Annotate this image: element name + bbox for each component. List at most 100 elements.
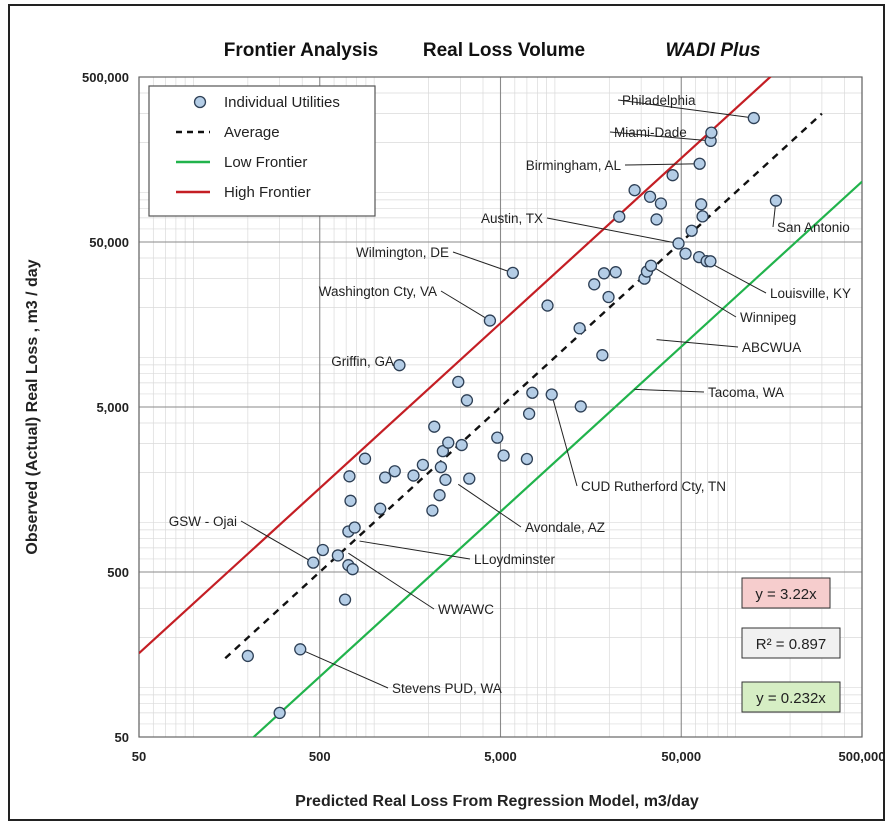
data-point <box>497 449 510 462</box>
annotation-leader <box>624 163 700 166</box>
equation-r2-text: R² = 0.897 <box>756 636 826 653</box>
data-point <box>331 549 345 562</box>
annotation-leader <box>706 260 767 294</box>
data-point <box>644 259 658 272</box>
data-point <box>346 563 359 576</box>
chart-title: Frontier Analysis <box>224 40 379 61</box>
data-point <box>545 388 558 401</box>
data-point <box>434 460 448 474</box>
x-tick-label: 500 <box>309 749 331 764</box>
data-point <box>294 643 307 656</box>
data-point <box>407 469 420 482</box>
annotation-leader <box>300 648 389 689</box>
annotation-label: Griffin, GA <box>331 354 394 369</box>
annotation-label: Birmingham, AL <box>526 158 622 173</box>
data-point <box>693 157 706 170</box>
data-point <box>520 452 534 466</box>
data-point <box>358 452 372 465</box>
data-point <box>597 267 611 280</box>
line-low-frontier <box>252 180 862 737</box>
y-tick-label: 500 <box>107 565 129 580</box>
equation-high: y = 3.22x <box>741 577 831 609</box>
line-high-frontier <box>139 77 772 655</box>
equation-low: y = 0.232x <box>741 681 841 713</box>
legend-entry-high-frontier: High Frontier <box>224 184 311 201</box>
annotation-leader <box>348 552 435 610</box>
equation-low-box <box>741 681 841 713</box>
data-point <box>316 543 329 557</box>
data-point <box>343 470 356 483</box>
legend-entry-utilities: Individual Utilities <box>224 94 340 111</box>
annotation-leader <box>634 388 705 393</box>
annotation-label: Austin, TX <box>481 211 543 226</box>
legend-entry-low-frontier: Low Frontier <box>224 154 307 171</box>
data-point <box>609 266 622 279</box>
data-point <box>574 400 587 413</box>
data-point <box>452 375 465 389</box>
data-point <box>426 504 439 517</box>
annotation-label: Washington Cty, VA <box>319 284 437 299</box>
data-point <box>307 556 320 569</box>
data-point <box>491 431 504 444</box>
data-point <box>696 210 709 223</box>
legend-box <box>148 85 376 217</box>
data-point <box>344 494 357 507</box>
annotation-leader <box>546 217 679 244</box>
legend-entry-average: Average <box>224 124 280 141</box>
data-point <box>747 111 760 125</box>
data-point <box>694 198 708 211</box>
data-point <box>436 445 450 458</box>
data-points <box>241 111 783 720</box>
plot-border <box>138 76 863 738</box>
data-point <box>602 290 615 304</box>
data-point <box>393 359 406 372</box>
annotation-label: San Antonio <box>777 220 850 235</box>
annotation-leader <box>650 265 737 318</box>
equation-high-text: y = 3.22x <box>755 586 817 603</box>
annotation-leaders <box>240 99 777 689</box>
data-point <box>483 314 497 327</box>
data-point <box>428 420 441 433</box>
trend-lines <box>139 77 862 737</box>
data-point <box>685 224 698 237</box>
data-point <box>522 407 536 420</box>
annotation-label: LLoydminster <box>474 552 556 567</box>
data-point <box>433 489 446 502</box>
data-point <box>388 465 401 478</box>
data-point <box>463 472 476 485</box>
annotation-leader <box>551 394 578 487</box>
equation-low-text: y = 0.232x <box>756 690 826 707</box>
data-point <box>455 438 468 452</box>
data-point <box>628 184 641 197</box>
x-tick-label: 5,000 <box>484 749 517 764</box>
annotation-leader <box>440 290 491 322</box>
data-point <box>588 278 601 291</box>
y-axis-label: Observed (Actual) Real Loss , m3 / day <box>24 259 41 554</box>
data-point <box>506 266 519 280</box>
annotation-label: GSW - Ojai <box>169 514 237 529</box>
data-point <box>704 255 717 268</box>
x-tick-label: 500,000 <box>839 749 886 764</box>
annotation-leader <box>359 540 471 560</box>
data-point <box>442 436 455 449</box>
annotation-label: Tacoma, WA <box>708 385 784 400</box>
data-point <box>526 386 539 399</box>
annotation-leader <box>656 339 739 348</box>
annotation-leader <box>617 99 754 119</box>
data-point <box>650 213 663 226</box>
y-tick-label: 50,000 <box>89 235 129 250</box>
annotations: Philadelphia Miami-Dade Birmingham, AL San … <box>169 93 851 696</box>
annotation-label: Wilmington, DE <box>356 245 449 260</box>
x-tick-label: 50 <box>132 749 146 764</box>
annotation-label: Louisville, KY <box>770 286 851 301</box>
data-point <box>416 458 430 472</box>
data-point <box>241 649 254 663</box>
data-point <box>666 169 679 182</box>
y-tick-label: 50 <box>115 730 129 745</box>
data-point <box>769 194 783 207</box>
x-axis-label: Predicted Real Loss From Regression Mode… <box>295 793 699 810</box>
chart-subtitle: Real Loss Volume <box>423 40 585 61</box>
annotation-label: Miami-Dade <box>614 125 687 140</box>
data-point <box>705 126 718 139</box>
